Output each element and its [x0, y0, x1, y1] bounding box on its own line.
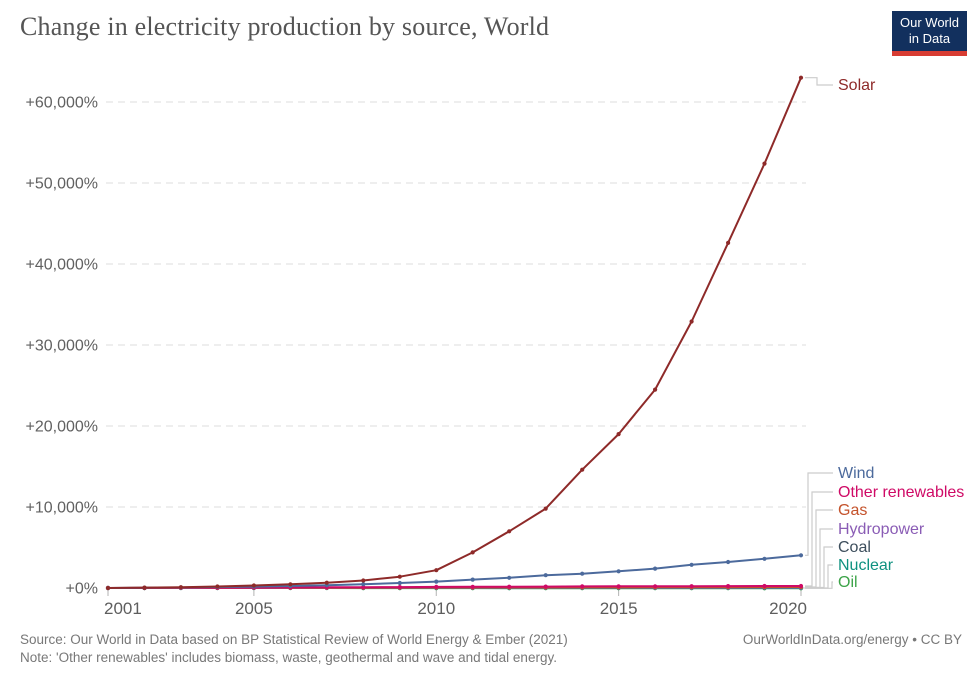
x-axis-label: 2001 — [104, 599, 142, 618]
data-point-solar — [653, 387, 658, 392]
data-point-wind — [434, 579, 439, 584]
source-text: Source: Our World in Data based on BP St… — [20, 632, 568, 647]
owid-logo-line2: in Data — [908, 31, 951, 46]
data-point-other-renewables — [470, 584, 475, 589]
x-axis-label: 2015 — [600, 599, 638, 618]
data-point-solar — [215, 584, 220, 589]
legend-connector-wind — [805, 472, 833, 556]
legend-label-hydropower[interactable]: Hydropower — [838, 521, 925, 538]
data-point-solar — [580, 467, 585, 472]
data-point-solar — [616, 432, 621, 437]
x-axis-label: 2010 — [417, 599, 455, 618]
data-point-other-renewables — [616, 584, 621, 589]
data-point-wind — [616, 569, 621, 574]
data-point-wind — [798, 553, 804, 558]
data-point-solar — [507, 529, 512, 534]
legend-connector-oil — [805, 581, 833, 589]
data-point-wind — [580, 571, 585, 576]
legend-connector-nuclear — [805, 564, 833, 589]
data-point-wind — [543, 573, 548, 578]
data-point-other-renewables — [361, 585, 366, 590]
data-point-solar — [726, 240, 731, 245]
x-axis-label: 2020 — [769, 599, 807, 618]
y-axis-label: +30,000% — [25, 338, 98, 355]
y-axis-label: +0% — [66, 581, 98, 598]
data-point-solar — [543, 506, 548, 511]
series-line-solar[interactable] — [107, 76, 802, 589]
data-point-solar — [798, 75, 804, 80]
legend-connector-coal — [805, 546, 833, 589]
data-point-solar — [762, 161, 767, 166]
data-point-other-renewables — [653, 584, 658, 589]
data-point-solar — [142, 585, 147, 590]
data-point-other-renewables — [507, 584, 512, 589]
data-point-wind — [397, 580, 402, 586]
legend-label-gas[interactable]: Gas — [838, 502, 867, 519]
data-point-other-renewables — [798, 583, 804, 589]
legend-connector-solar — [805, 77, 833, 86]
data-point-other-renewables — [397, 585, 402, 590]
data-point-solar — [434, 568, 439, 573]
data-point-solar — [397, 574, 402, 579]
data-point-solar — [251, 583, 256, 588]
legend-connector-hydropower — [805, 528, 833, 589]
owid-link[interactable]: OurWorldInData.org/energy • CC BY — [742, 632, 962, 647]
data-point-solar — [288, 582, 293, 587]
legend-connector-gas — [805, 509, 833, 588]
y-axis-label: +50,000% — [25, 176, 98, 193]
data-point-solar — [470, 550, 475, 555]
legend-connector-other-renewables — [805, 491, 833, 587]
x-axis-label: 2005 — [235, 599, 273, 618]
legend-label-wind[interactable]: Wind — [838, 465, 874, 482]
data-point-other-renewables — [580, 584, 585, 589]
data-point-wind — [726, 559, 731, 565]
owid-logo[interactable]: Our World in Data — [892, 11, 967, 56]
legend-label-nuclear[interactable]: Nuclear — [838, 557, 894, 574]
data-point-wind — [361, 582, 366, 587]
data-point-wind — [507, 575, 512, 580]
y-axis-label: +10,000% — [25, 500, 98, 517]
data-point-other-renewables — [689, 584, 694, 589]
note-text: Note: 'Other renewables' includes biomas… — [20, 650, 557, 665]
chart-footer: Source: Our World in Data based on BP St… — [20, 631, 962, 667]
owid-logo-line1: Our World — [900, 15, 959, 30]
data-point-wind — [653, 566, 658, 571]
data-point-solar — [361, 578, 366, 583]
y-axis-label: +20,000% — [25, 419, 98, 436]
y-axis-label: +40,000% — [25, 257, 98, 274]
legend-label-solar[interactable]: Solar — [838, 77, 876, 94]
legend-label-coal[interactable]: Coal — [838, 539, 871, 556]
data-point-other-renewables — [726, 584, 731, 589]
data-point-other-renewables — [543, 584, 548, 589]
page-title: Change in electricity production by sour… — [20, 12, 550, 41]
legend-label-other-renewables[interactable]: Other renewables — [838, 484, 964, 501]
data-point-solar — [689, 319, 694, 324]
legend-label-oil[interactable]: Oil — [838, 574, 858, 591]
data-point-wind — [689, 562, 694, 567]
data-point-other-renewables — [762, 583, 767, 589]
data-point-wind — [762, 556, 767, 561]
data-point-other-renewables — [434, 584, 439, 590]
data-point-solar — [105, 585, 111, 591]
y-axis-label: +60,000% — [25, 95, 98, 112]
data-point-wind — [470, 577, 475, 582]
data-point-solar — [324, 580, 329, 585]
data-point-solar — [178, 585, 183, 590]
